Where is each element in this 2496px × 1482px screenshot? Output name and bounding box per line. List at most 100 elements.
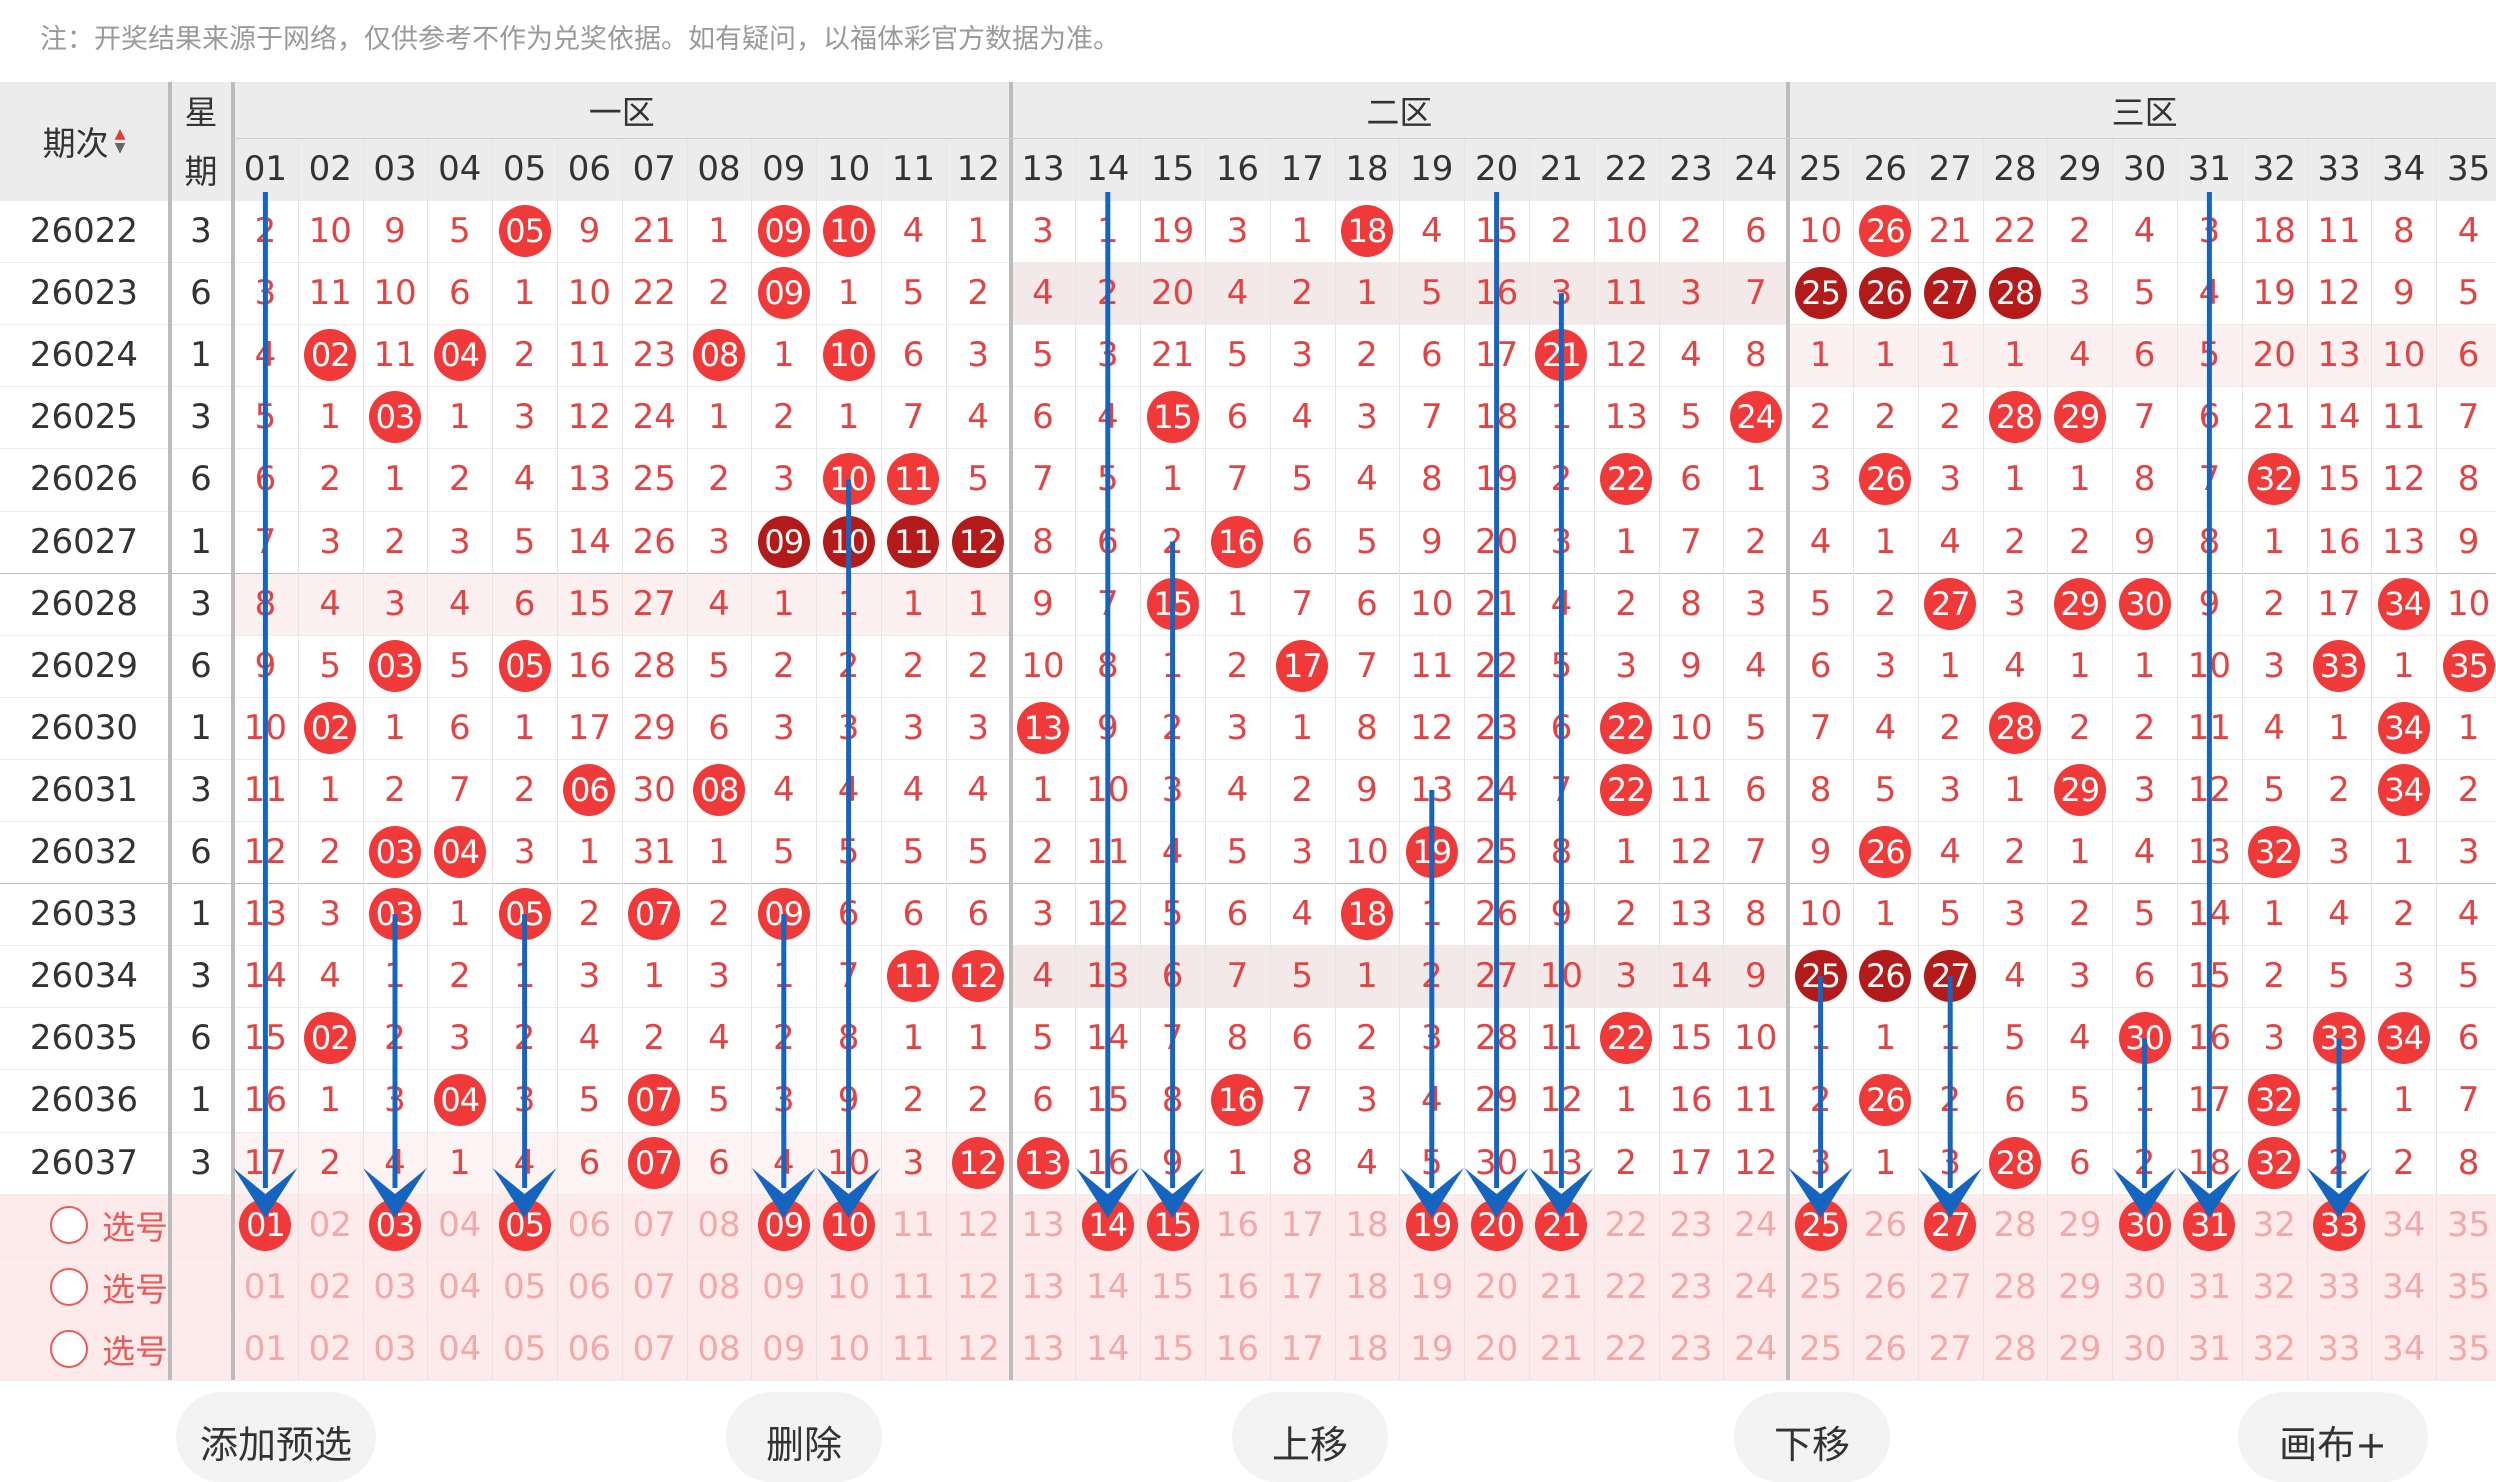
pick-number-cell[interactable]: 16 — [1215, 1328, 1260, 1369]
pick-number-cell[interactable]: 17 — [1280, 1328, 1324, 1369]
selected-number-cell[interactable]: 01 — [233, 1194, 298, 1256]
pick-number-cell[interactable]: 27 — [1928, 1266, 1972, 1307]
pick-number-cell[interactable]: 23 — [1669, 1204, 1713, 1245]
pick-number-cell[interactable]: 03 — [373, 1328, 417, 1369]
move-up-button[interactable]: 上移 — [1232, 1392, 1388, 1482]
pick-number-cell[interactable]: 15 — [1150, 1266, 1195, 1307]
pick-row-selector[interactable]: 选号 — [0, 1318, 230, 1380]
pick-number-cell[interactable]: 12 — [956, 1328, 1000, 1369]
selected-number-cell[interactable]: 20 — [1464, 1194, 1529, 1256]
pick-number-cell[interactable]: 08 — [697, 1266, 741, 1307]
pick-number-cell[interactable]: 29 — [2058, 1328, 2102, 1369]
pick-number-cell[interactable]: 06 — [567, 1204, 612, 1245]
pick-number-cell[interactable]: 22 — [1604, 1266, 1648, 1307]
pick-number-cell[interactable]: 13 — [1021, 1328, 1065, 1369]
pick-number-cell[interactable]: 34 — [2382, 1204, 2426, 1245]
add-preselect-button[interactable]: 添加预选 — [176, 1392, 376, 1482]
pick-number-cell[interactable]: 11 — [891, 1266, 936, 1307]
selected-number-cell[interactable]: 14 — [1075, 1194, 1140, 1256]
pick-number-cell[interactable]: 10 — [826, 1266, 871, 1307]
pick-number-cell[interactable]: 35 — [2446, 1328, 2491, 1369]
pick-number-cell[interactable]: 35 — [2446, 1204, 2491, 1245]
selected-ball[interactable]: 09 — [757, 1198, 810, 1251]
pick-number-cell[interactable]: 31 — [2187, 1266, 2232, 1307]
pick-number-cell[interactable]: 07 — [632, 1266, 676, 1307]
radio-button[interactable] — [50, 1205, 88, 1244]
pick-number-cell[interactable]: 11 — [891, 1328, 936, 1369]
pick-number-cell[interactable]: 05 — [502, 1328, 547, 1369]
pick-number-cell[interactable]: 08 — [697, 1328, 741, 1369]
pick-number-cell[interactable]: 07 — [632, 1204, 676, 1245]
sort-updown-icon[interactable]: ▲ ▼ — [114, 126, 126, 156]
delete-button[interactable]: 删除 — [726, 1392, 882, 1482]
selected-ball[interactable]: 25 — [1794, 1198, 1847, 1251]
selected-number-cell[interactable]: 25 — [1788, 1194, 1853, 1256]
pick-number-cell[interactable]: 05 — [502, 1266, 547, 1307]
selected-ball[interactable]: 27 — [1924, 1198, 1977, 1251]
selected-ball[interactable]: 19 — [1405, 1198, 1458, 1251]
pick-number-cell[interactable]: 06 — [567, 1328, 612, 1369]
pick-number-cell[interactable]: 26 — [1863, 1266, 1908, 1307]
pick-number-cell[interactable]: 04 — [438, 1204, 482, 1245]
selected-ball[interactable]: 15 — [1146, 1198, 1199, 1251]
pick-number-cell[interactable]: 29 — [2058, 1204, 2102, 1245]
selected-number-cell[interactable]: 03 — [363, 1194, 428, 1256]
pick-number-cell[interactable]: 10 — [826, 1328, 871, 1369]
pick-number-cell[interactable]: 09 — [762, 1328, 806, 1369]
selected-ball[interactable]: 01 — [239, 1198, 292, 1251]
selected-number-cell[interactable]: 27 — [1918, 1194, 1983, 1256]
pick-number-cell[interactable]: 11 — [891, 1204, 936, 1245]
selected-number-cell[interactable]: 19 — [1399, 1194, 1464, 1256]
radio-button[interactable] — [50, 1329, 88, 1368]
pick-number-cell[interactable]: 12 — [956, 1204, 1000, 1245]
pick-number-cell[interactable]: 02 — [308, 1204, 352, 1245]
pick-number-cell[interactable]: 32 — [2252, 1204, 2296, 1245]
pick-number-cell[interactable]: 21 — [1539, 1266, 1584, 1307]
pick-number-cell[interactable]: 01 — [243, 1328, 288, 1369]
pick-row-selector[interactable]: 选号 — [0, 1194, 230, 1256]
pick-number-cell[interactable]: 32 — [2252, 1266, 2296, 1307]
pick-number-cell[interactable]: 28 — [1993, 1266, 2037, 1307]
pick-number-cell[interactable]: 24 — [1734, 1266, 1778, 1307]
pick-number-cell[interactable]: 18 — [1345, 1204, 1389, 1245]
selected-number-cell[interactable]: 10 — [816, 1194, 881, 1256]
pick-number-cell[interactable]: 03 — [373, 1266, 417, 1307]
pick-number-cell[interactable]: 09 — [762, 1266, 806, 1307]
pick-number-cell[interactable]: 23 — [1669, 1328, 1713, 1369]
pick-number-cell[interactable]: 30 — [2122, 1328, 2167, 1369]
selected-number-cell[interactable]: 09 — [751, 1194, 816, 1256]
selected-number-cell[interactable]: 15 — [1140, 1194, 1205, 1256]
pick-number-cell[interactable]: 22 — [1604, 1328, 1648, 1369]
selected-ball[interactable]: 05 — [498, 1198, 551, 1251]
pick-number-cell[interactable]: 25 — [1798, 1328, 1843, 1369]
pick-number-cell[interactable]: 29 — [2058, 1266, 2102, 1307]
pick-number-cell[interactable]: 02 — [308, 1328, 352, 1369]
pick-number-cell[interactable]: 20 — [1474, 1266, 1519, 1307]
pick-number-cell[interactable]: 24 — [1734, 1204, 1778, 1245]
pick-number-cell[interactable]: 18 — [1345, 1266, 1389, 1307]
pick-number-cell[interactable]: 28 — [1993, 1204, 2037, 1245]
pick-number-cell[interactable]: 18 — [1345, 1328, 1389, 1369]
pick-number-cell[interactable]: 04 — [438, 1266, 482, 1307]
radio-button[interactable] — [50, 1267, 88, 1306]
pick-number-cell[interactable]: 22 — [1604, 1204, 1648, 1245]
pick-number-cell[interactable]: 07 — [632, 1328, 676, 1369]
pick-number-cell[interactable]: 04 — [438, 1328, 482, 1369]
pick-number-cell[interactable]: 28 — [1993, 1328, 2037, 1369]
pick-number-cell[interactable]: 17 — [1280, 1204, 1324, 1245]
pick-number-cell[interactable]: 21 — [1539, 1328, 1584, 1369]
selected-ball[interactable]: 31 — [2183, 1198, 2236, 1251]
pick-row-selector[interactable]: 选号 — [0, 1256, 230, 1318]
selected-ball[interactable]: 30 — [2118, 1198, 2171, 1251]
selected-number-cell[interactable]: 21 — [1529, 1194, 1594, 1256]
pick-number-cell[interactable]: 30 — [2122, 1266, 2167, 1307]
pick-number-cell[interactable]: 35 — [2446, 1266, 2491, 1307]
pick-number-cell[interactable]: 33 — [2317, 1328, 2361, 1369]
pick-number-cell[interactable]: 19 — [1410, 1266, 1454, 1307]
pick-number-cell[interactable]: 14 — [1086, 1266, 1130, 1307]
pick-number-cell[interactable]: 23 — [1669, 1266, 1713, 1307]
pick-number-cell[interactable]: 34 — [2382, 1266, 2426, 1307]
selected-ball[interactable]: 20 — [1470, 1198, 1523, 1251]
pick-number-cell[interactable]: 17 — [1280, 1266, 1324, 1307]
selected-ball[interactable]: 21 — [1535, 1198, 1588, 1251]
